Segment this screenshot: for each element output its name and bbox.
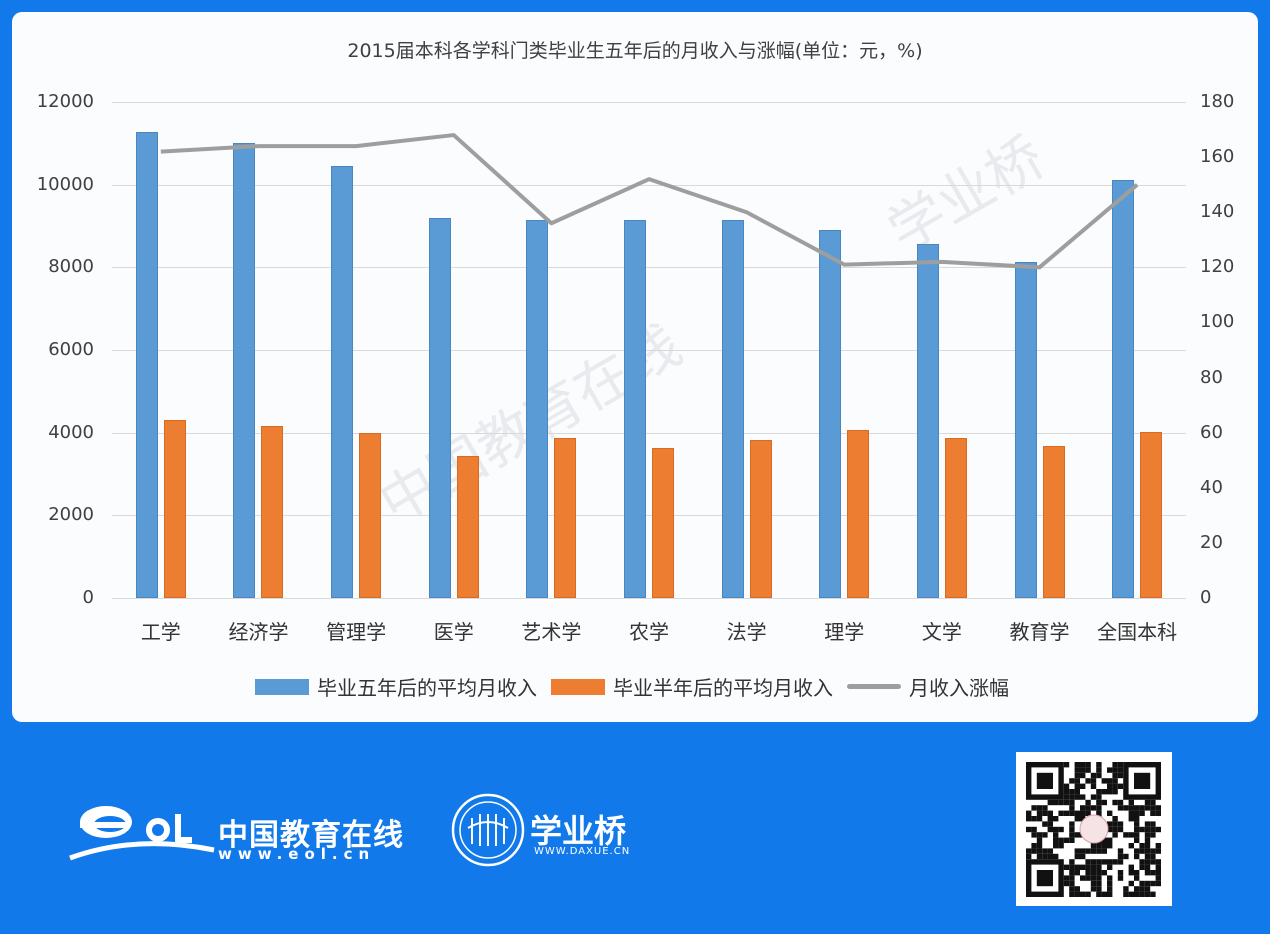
y-right-tick: 0 bbox=[1200, 587, 1212, 608]
legend-item-half-year: 毕业半年后的平均月收入 bbox=[551, 672, 833, 701]
y-right-tick: 20 bbox=[1200, 531, 1223, 553]
legend-swatch-line bbox=[847, 684, 901, 689]
bar-five-year bbox=[526, 219, 549, 598]
eol-url: www.eol.cn bbox=[218, 845, 376, 863]
legend-swatch-blue bbox=[255, 678, 309, 695]
gridline bbox=[112, 350, 1186, 351]
qr-code-icon bbox=[1026, 762, 1161, 897]
chart-title: 2015届本科各学科门类毕业生五年后的月收入与涨幅(单位：元，%) bbox=[347, 40, 923, 62]
bar-five-year bbox=[916, 243, 939, 598]
x-axis-label: 理学 bbox=[824, 620, 865, 644]
bar-half-year bbox=[749, 439, 772, 598]
gridline bbox=[112, 184, 1186, 186]
legend-item-growth: 月收入涨幅 bbox=[847, 672, 1009, 701]
qr-code bbox=[1016, 752, 1172, 906]
y-left-tick: 10000 bbox=[36, 173, 94, 195]
bar-five-year bbox=[624, 219, 646, 598]
y-right-tick: 60 bbox=[1200, 421, 1223, 443]
y-right-tick: 40 bbox=[1200, 476, 1223, 498]
x-axis-label: 艺术学 bbox=[521, 620, 582, 644]
bar-half-year bbox=[652, 448, 674, 598]
y-right-tick: 180 bbox=[1200, 91, 1235, 112]
bar-five-year bbox=[819, 229, 842, 598]
gridline bbox=[112, 267, 1186, 269]
y-left-tick: 4000 bbox=[48, 421, 94, 443]
bar-five-year bbox=[428, 217, 451, 598]
x-axis-label: 农学 bbox=[629, 620, 669, 644]
bar-half-year bbox=[163, 419, 186, 598]
bar-half-year bbox=[1140, 431, 1163, 598]
gridline bbox=[112, 598, 1186, 599]
y-left-tick: 0 bbox=[82, 587, 94, 608]
x-axis-label: 管理学 bbox=[326, 620, 387, 644]
x-axis-label: 教育学 bbox=[1009, 620, 1070, 644]
y-right-tick: 80 bbox=[1200, 366, 1223, 388]
bar-five-year bbox=[233, 142, 256, 598]
y-left-tick: 12000 bbox=[36, 91, 94, 112]
x-axis-label: 法学 bbox=[726, 620, 767, 644]
bar-half-year bbox=[944, 437, 967, 598]
bar-half-year bbox=[456, 455, 479, 598]
gridline bbox=[112, 102, 1186, 103]
legend-label: 毕业半年后的平均月收入 bbox=[613, 676, 833, 700]
legend-label: 月收入涨幅 bbox=[909, 676, 1009, 700]
bar-half-year bbox=[847, 429, 870, 598]
x-axis-label: 医学 bbox=[433, 620, 474, 644]
legend: 毕业五年后的平均月收入 毕业半年后的平均月收入 月收入涨幅 bbox=[0, 672, 1270, 701]
legend-label: 毕业五年后的平均月收入 bbox=[317, 676, 537, 700]
bar-half-year bbox=[1042, 445, 1065, 598]
xyq-brand-name: 学业桥 bbox=[530, 812, 627, 850]
bar-half-year bbox=[261, 425, 284, 598]
bar-five-year bbox=[135, 131, 158, 598]
bar-five-year bbox=[331, 165, 354, 598]
x-axis-label: 全国本科 bbox=[1097, 620, 1178, 644]
x-axis-label: 工学 bbox=[140, 620, 181, 644]
y-right-tick: 120 bbox=[1200, 256, 1235, 278]
gridline bbox=[112, 432, 1186, 434]
bar-half-year bbox=[554, 437, 577, 598]
y-left-tick: 2000 bbox=[48, 504, 94, 526]
y-right-tick: 100 bbox=[1200, 311, 1235, 333]
y-left-tick: 8000 bbox=[48, 256, 94, 278]
bar-half-year bbox=[359, 432, 382, 598]
eol-logo-icon bbox=[69, 806, 215, 861]
bar-five-year bbox=[1112, 179, 1135, 598]
legend-item-five-year: 毕业五年后的平均月收入 bbox=[255, 672, 537, 701]
eol-brand-name: 中国教育在线 bbox=[218, 818, 404, 853]
gridline bbox=[112, 515, 1186, 517]
xyq-logo-icon bbox=[451, 793, 525, 867]
xyq-url: WWW.DAXUE.CN bbox=[534, 846, 631, 857]
x-axis-label: 经济学 bbox=[228, 620, 289, 644]
bar-five-year bbox=[1014, 261, 1037, 598]
y-left-tick: 6000 bbox=[48, 339, 94, 360]
bar-five-year bbox=[721, 219, 744, 598]
x-axis-label: 文学 bbox=[921, 620, 962, 644]
y-right-tick: 140 bbox=[1200, 201, 1235, 223]
legend-swatch-orange bbox=[551, 678, 605, 695]
y-right-tick: 160 bbox=[1200, 146, 1235, 168]
